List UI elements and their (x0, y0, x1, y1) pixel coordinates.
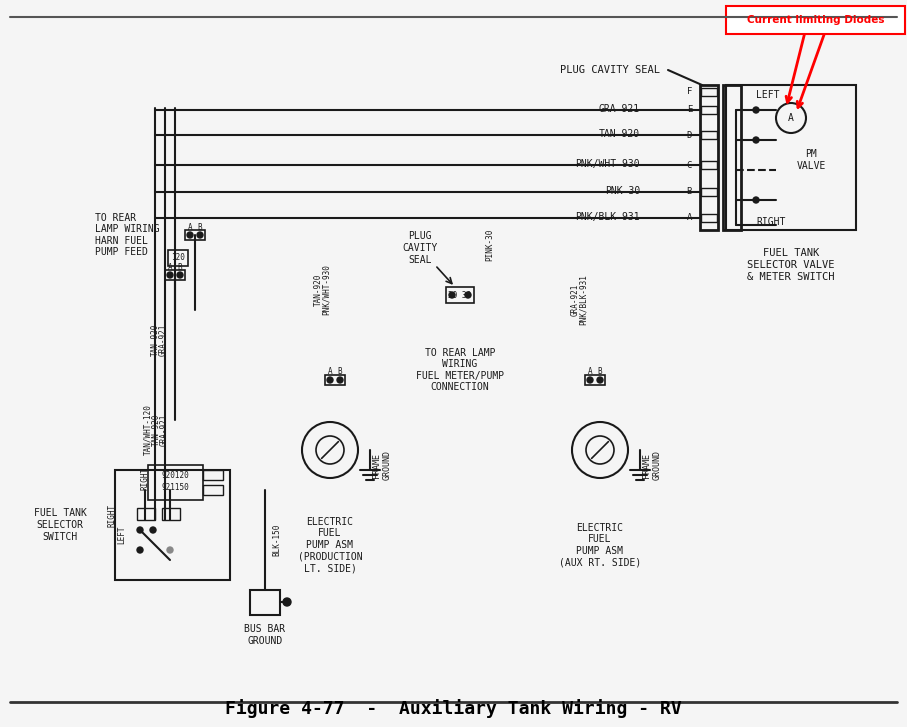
Circle shape (597, 377, 603, 383)
Text: PNK/BLK-931: PNK/BLK-931 (575, 212, 640, 222)
Text: PINK-30: PINK-30 (485, 229, 494, 261)
Circle shape (587, 377, 593, 383)
Text: 20 30: 20 30 (448, 291, 472, 300)
Text: BLK-150: BLK-150 (272, 524, 281, 556)
FancyBboxPatch shape (726, 6, 905, 34)
Bar (203, 485, 223, 495)
Text: F: F (687, 87, 692, 97)
Bar (446, 287, 474, 303)
Circle shape (753, 197, 759, 203)
Bar (701, 188, 717, 196)
Bar (168, 250, 188, 266)
Bar (701, 161, 717, 169)
Bar (723, 85, 741, 230)
Circle shape (167, 272, 173, 278)
Text: PNK/WHT-930: PNK/WHT-930 (575, 159, 640, 169)
Bar (115, 470, 230, 580)
Text: A: A (788, 113, 794, 123)
Bar (726, 85, 856, 230)
Text: TAN/WHT-120: TAN/WHT-120 (143, 404, 152, 455)
Circle shape (283, 598, 291, 606)
Text: GRA-921: GRA-921 (599, 104, 640, 114)
Text: RIGHT: RIGHT (108, 503, 116, 526)
Text: D: D (687, 131, 692, 140)
Text: ELECTRIC
FUEL
PUMP ASM
(AUX RT. SIDE): ELECTRIC FUEL PUMP ASM (AUX RT. SIDE) (559, 523, 641, 567)
Text: TAN-920: TAN-920 (314, 274, 323, 306)
Circle shape (187, 232, 193, 238)
Bar (701, 106, 717, 114)
Text: TAN-920: TAN-920 (151, 414, 161, 446)
Text: 921150: 921150 (161, 483, 189, 492)
Text: PNK-30: PNK-30 (605, 186, 640, 196)
Circle shape (753, 137, 759, 143)
Bar (185, 230, 205, 240)
Text: 120: 120 (171, 254, 185, 262)
Text: PNK/WHT-930: PNK/WHT-930 (321, 265, 330, 316)
Text: FRAME
GROUND: FRAME GROUND (372, 450, 392, 480)
Text: A: A (327, 368, 332, 377)
Text: A: A (188, 222, 192, 231)
Bar (137, 508, 155, 520)
Text: GRA-921: GRA-921 (160, 414, 169, 446)
Text: PNK/BLK-931: PNK/BLK-931 (579, 275, 588, 326)
Text: BUS BAR
GROUND: BUS BAR GROUND (245, 624, 286, 646)
Text: A: A (588, 368, 592, 377)
Bar (701, 88, 717, 96)
Text: GRA-921: GRA-921 (571, 284, 580, 316)
Text: PLUG
CAVITY
SEAL: PLUG CAVITY SEAL (403, 231, 437, 265)
Text: B: B (598, 368, 602, 377)
Bar (701, 214, 717, 222)
Text: ELECTRIC
FUEL
PUMP ASM
(PRODUCTION
LT. SIDE): ELECTRIC FUEL PUMP ASM (PRODUCTION LT. S… (297, 517, 362, 573)
Text: B: B (198, 222, 202, 231)
Text: GRA-921: GRA-921 (159, 324, 168, 356)
Text: A: A (168, 262, 172, 271)
Circle shape (753, 107, 759, 113)
Text: B: B (178, 262, 182, 271)
Bar (165, 270, 185, 280)
Text: TAN-920: TAN-920 (599, 129, 640, 139)
Text: TAN-920: TAN-920 (151, 324, 160, 356)
Circle shape (150, 527, 156, 533)
Bar (250, 590, 280, 615)
Text: Figure 4-77  -  Auxiliary Tank Wiring - RV: Figure 4-77 - Auxiliary Tank Wiring - RV (225, 699, 681, 718)
Text: B: B (687, 188, 692, 196)
Bar (203, 470, 223, 480)
Bar (585, 375, 605, 385)
Text: Current limiting Diodes: Current limiting Diodes (746, 15, 884, 25)
Text: C: C (687, 161, 692, 169)
Text: TO REAR LAMP
WIRING
FUEL METER/PUMP
CONNECTION: TO REAR LAMP WIRING FUEL METER/PUMP CONN… (416, 348, 504, 393)
Bar (701, 131, 717, 139)
Circle shape (137, 527, 143, 533)
Circle shape (465, 292, 471, 298)
Text: PM
VALVE: PM VALVE (796, 149, 825, 171)
Circle shape (167, 547, 173, 553)
Circle shape (137, 547, 143, 553)
Circle shape (327, 377, 333, 383)
Text: A: A (687, 214, 692, 222)
Text: LEFT: LEFT (756, 90, 779, 100)
Text: FRAME
GROUND: FRAME GROUND (642, 450, 662, 480)
Text: B: B (337, 368, 342, 377)
Text: PLUG CAVITY SEAL: PLUG CAVITY SEAL (560, 65, 660, 75)
Circle shape (449, 292, 455, 298)
Text: LEFT: LEFT (118, 526, 126, 545)
Text: 920120: 920120 (161, 470, 189, 480)
Bar (325, 375, 345, 385)
Bar (148, 465, 203, 500)
Text: E: E (687, 105, 692, 114)
Circle shape (337, 377, 343, 383)
Text: RIGHT: RIGHT (141, 467, 150, 489)
Circle shape (197, 232, 203, 238)
Bar (700, 85, 718, 230)
Text: RIGHT: RIGHT (756, 217, 785, 227)
Text: FUEL TANK
SELECTOR
SWITCH: FUEL TANK SELECTOR SWITCH (34, 508, 86, 542)
Bar (162, 508, 180, 520)
Text: FUEL TANK
SELECTOR VALVE
& METER SWITCH: FUEL TANK SELECTOR VALVE & METER SWITCH (747, 249, 834, 281)
Text: TO REAR
LAMP WIRING
HARN FUEL
PUMP FEED: TO REAR LAMP WIRING HARN FUEL PUMP FEED (95, 212, 160, 257)
Circle shape (177, 272, 183, 278)
